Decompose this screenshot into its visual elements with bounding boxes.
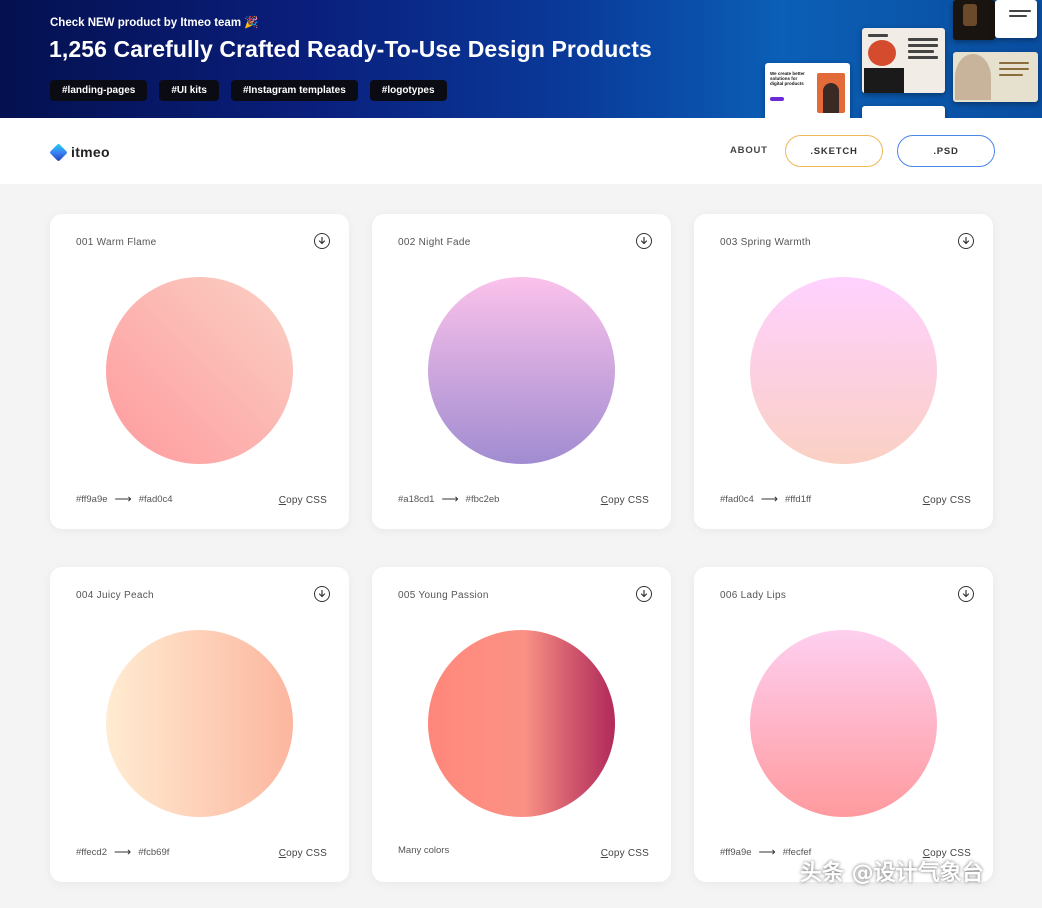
psd-download-button[interactable]: .PSD: [897, 135, 995, 167]
itmeo-logo[interactable]: itmeo: [49, 142, 110, 162]
watermark: 头条 @设计气象台: [800, 861, 984, 886]
gradient-codes: #ff9a9e ⟶ #fad0c4: [76, 492, 173, 506]
nav-about-link[interactable]: ABOUT: [730, 145, 768, 156]
preview-red-shape: [868, 40, 896, 66]
preview-text: We create better solutions for digital p…: [770, 71, 805, 86]
tag-logotypes[interactable]: #logotypes: [369, 80, 447, 101]
gradient-codes: Many colors: [398, 845, 449, 856]
promo-banner[interactable]: Check NEW product by Itmeo team 🎉 1,256 …: [0, 0, 1042, 118]
arrow-right-icon: ⟶: [114, 492, 132, 506]
card-title: 003 Spring Warmth: [720, 237, 811, 248]
arrow-right-icon: ⟶: [760, 492, 779, 506]
copy-css-button[interactable]: Copy CSS: [922, 848, 971, 859]
gradient-preview-circle: [106, 630, 293, 817]
color-to: #fbc2eb: [465, 493, 500, 505]
copy-css-button[interactable]: Copy CSS: [278, 495, 327, 506]
preview-landing-page: We create better solutions for digital p…: [765, 63, 850, 118]
copy-css-button[interactable]: Copy CSS: [922, 495, 971, 506]
preview-floral: [953, 52, 1038, 102]
card-title: 005 Young Passion: [398, 590, 489, 601]
tag-instagram-templates[interactable]: #Instagram templates: [230, 80, 358, 101]
download-icon[interactable]: [958, 586, 974, 602]
preview-person: [823, 83, 839, 113]
many-colors-label: Many colors: [398, 845, 450, 856]
download-icon[interactable]: [314, 586, 330, 602]
banner-kicker: Check NEW product by Itmeo team 🎉: [50, 17, 259, 29]
copy-css-button[interactable]: Copy CSS: [600, 848, 649, 859]
gradient-preview-circle: [750, 277, 937, 464]
top-navbar: [0, 118, 1042, 184]
preview-dark: [953, 0, 995, 40]
gradient-codes: #ff9a9e ⟶ #fecfef: [720, 845, 811, 859]
color-to: #ffd1ff: [785, 493, 812, 505]
logo-mark-icon: [49, 142, 68, 162]
color-from: #fad0c4: [720, 493, 754, 505]
color-from: #a18cd1: [398, 493, 435, 505]
copy-css-button[interactable]: Copy CSS: [278, 848, 327, 859]
preview-dark-shape: [864, 68, 904, 93]
gradient-preview-circle: [106, 277, 293, 464]
arrow-right-icon: ⟶: [114, 845, 132, 859]
color-to: #fad0c4: [138, 493, 173, 505]
card-title: 002 Night Fade: [398, 237, 471, 248]
gradient-card-lady-lips[interactable]: 006 Lady Lips #ff9a9e ⟶ #fecfef Copy CSS: [694, 567, 993, 882]
download-icon[interactable]: [636, 233, 652, 249]
logo-text: itmeo: [71, 144, 110, 160]
tag-ui-kits[interactable]: #UI kits: [159, 80, 219, 101]
gradient-card-young-passion[interactable]: 005 Young Passion Many colors Copy CSS: [372, 567, 671, 882]
card-title: 006 Lady Lips: [720, 590, 787, 601]
tag-landing-pages[interactable]: #landing-pages: [50, 80, 148, 101]
arrow-right-icon: ⟶: [441, 492, 459, 506]
color-from: #ff9a9e: [76, 493, 108, 505]
download-icon[interactable]: [314, 233, 330, 249]
gradient-codes: #ffecd2 ⟶ #fcb69f: [76, 845, 169, 859]
card-title: 004 Juicy Peach: [76, 590, 154, 601]
sketch-download-button[interactable]: .SKETCH: [785, 135, 883, 167]
gradient-card-night-fade[interactable]: 002 Night Fade #a18cd1 ⟶ #fbc2eb Copy CS…: [372, 214, 671, 529]
arrow-right-icon: ⟶: [758, 845, 776, 859]
preview-artist: [862, 28, 945, 93]
gradient-card-warm-flame[interactable]: 001 Warm Flame #ff9a9e ⟶ #fad0c4 Copy CS…: [50, 214, 349, 529]
banner-tags: #landing-pages #UI kits #Instagram templ…: [50, 80, 447, 101]
preview-white: [995, 0, 1037, 38]
color-from: #ff9a9e: [720, 846, 752, 858]
gradient-preview-circle: [428, 277, 615, 464]
download-icon[interactable]: [958, 233, 974, 249]
preview-button: [770, 97, 784, 101]
copy-css-button[interactable]: Copy CSS: [600, 495, 649, 506]
gradient-card-spring-warmth[interactable]: 003 Spring Warmth #fad0c4 ⟶ #ffd1ff Copy…: [694, 214, 993, 529]
banner-headline: 1,256 Carefully Crafted Ready-To-Use Des…: [49, 36, 652, 62]
card-title: 001 Warm Flame: [76, 237, 157, 248]
color-to: #fcb69f: [138, 846, 170, 858]
preview-strip: [862, 106, 945, 118]
gradient-codes: #a18cd1 ⟶ #fbc2eb: [398, 492, 499, 506]
gradient-codes: #fad0c4 ⟶ #ffd1ff: [720, 492, 811, 506]
gradient-card-juicy-peach[interactable]: 004 Juicy Peach #ffecd2 ⟶ #fcb69f Copy C…: [50, 567, 349, 882]
gradient-preview-circle: [750, 630, 937, 817]
color-to: #fecfef: [782, 846, 812, 858]
download-icon[interactable]: [636, 586, 652, 602]
preview-dark-glow: [963, 4, 977, 26]
gradient-preview-circle: [428, 630, 615, 817]
preview-floral-image: [955, 54, 991, 100]
color-from: #ffecd2: [76, 846, 107, 858]
